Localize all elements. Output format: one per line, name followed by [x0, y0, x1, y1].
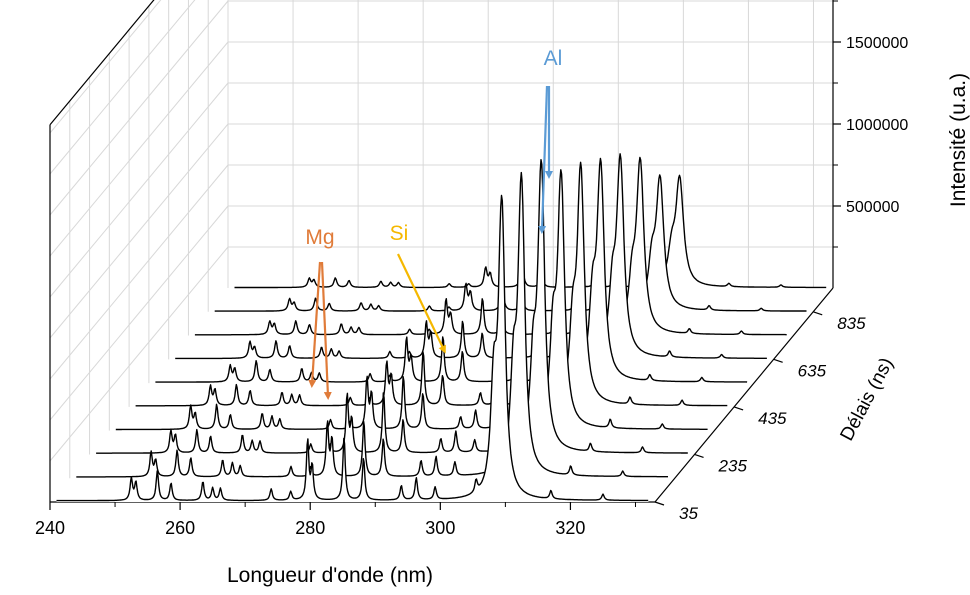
- series-fill-435: [135, 162, 728, 407]
- series-fill-35: [56, 195, 649, 502]
- series-line-735: [194, 156, 787, 336]
- y-tick-mark: [813, 311, 823, 316]
- grid-line: [49, 41, 229, 257]
- annotation-layer: Al Si Mg: [305, 47, 563, 400]
- y-axis-label: Délais (ns): [837, 354, 898, 444]
- annotation-arrow-mg: [308, 261, 322, 388]
- x-tick-label: 300: [425, 518, 455, 538]
- series-line-435: [135, 161, 728, 407]
- grid-layer: [49, 0, 833, 502]
- frame-layer: [49, 0, 834, 503]
- series-fill-635: [175, 153, 768, 360]
- y-tick-mark: [733, 406, 744, 411]
- y-tick-label: 835: [837, 314, 866, 333]
- z-tick-label: 500000: [846, 199, 899, 216]
- y-tick-label: 435: [758, 409, 787, 428]
- series-line-135: [76, 171, 668, 478]
- tick-layer: 240 260 280 300 320 35 235 435 635 835 500000 10000…: [35, 0, 908, 538]
- series-line-535: [155, 157, 748, 383]
- z-axis-label: Intensité (u.a.): [947, 73, 970, 207]
- grid-line: [49, 82, 229, 298]
- grid-line: [49, 0, 196, 175]
- grid-line: [49, 0, 162, 134]
- frame-edge: [49, 0, 155, 126]
- y-tick-label: 35: [679, 504, 698, 523]
- x-tick-label: 280: [295, 518, 325, 538]
- x-tick-label: 320: [555, 518, 585, 538]
- series-line-635: [175, 153, 767, 360]
- annotation-arrow-al: [538, 85, 549, 234]
- grid-line: [49, 0, 229, 216]
- annotation-arrow-mg: [320, 261, 332, 400]
- annotation-label-si: Si: [390, 222, 409, 245]
- x-axis-label: Longueur d'onde (nm): [227, 564, 433, 587]
- y-axis-line: [654, 287, 834, 503]
- z-tick-label: 1000000: [846, 117, 908, 134]
- series-line-935: [234, 174, 827, 289]
- annotation-label-al: Al: [544, 47, 563, 70]
- x-tick-label: 260: [165, 518, 195, 538]
- annotation-arrow-si: [397, 253, 446, 354]
- series-fill-935: [234, 175, 827, 288]
- z-tick-label: 1500000: [846, 35, 908, 52]
- grid-line: [49, 246, 229, 462]
- series-fill-335: [115, 169, 708, 431]
- y-tick-label: 635: [798, 361, 827, 380]
- y-tick-label: 235: [718, 456, 748, 475]
- y-tick-mark: [773, 358, 783, 363]
- series-fill-735: [194, 157, 787, 336]
- series-fill-835: [214, 174, 807, 312]
- series-fill-135: [76, 172, 669, 479]
- x-tick-label: 240: [35, 518, 65, 538]
- grid-line: [49, 123, 229, 339]
- grid-line: [49, 205, 229, 421]
- series-line-235: [96, 159, 688, 454]
- annotation-label-mg: Mg: [305, 226, 334, 249]
- series-line-35: [56, 194, 649, 502]
- series-line-835: [214, 174, 807, 312]
- grid-line: [49, 164, 229, 380]
- y-tick-mark: [694, 453, 704, 459]
- series-line-335: [115, 169, 708, 431]
- y-tick-mark: [654, 501, 665, 506]
- series-fill-535: [155, 158, 748, 384]
